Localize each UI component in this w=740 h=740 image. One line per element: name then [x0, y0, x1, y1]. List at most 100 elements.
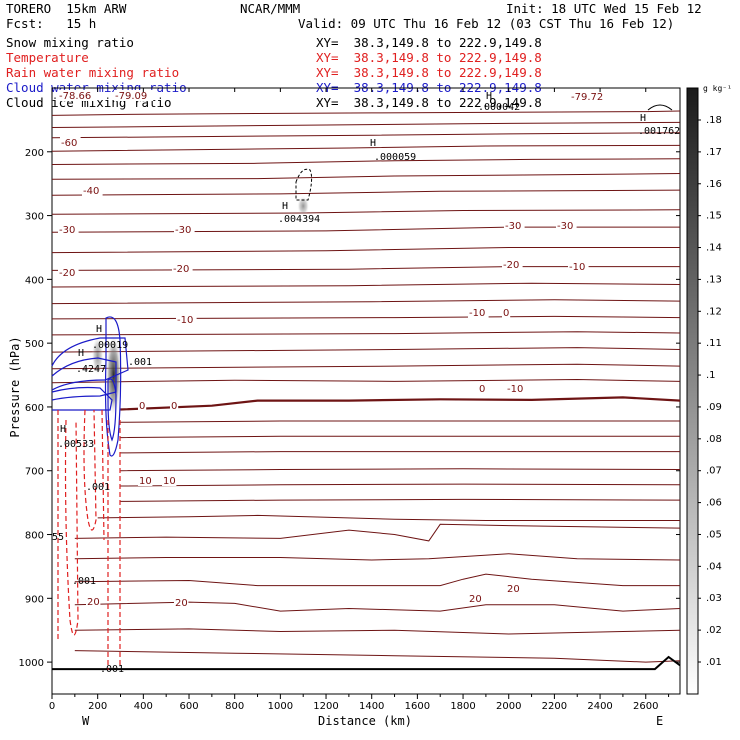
temperature-contour-line — [51, 144, 681, 152]
temperature-contour-line — [120, 483, 681, 487]
temperature-contour-label: 20 — [175, 598, 188, 609]
high-marker: H — [96, 324, 102, 335]
plot-frame — [51, 87, 681, 695]
temperature-contour-label: -10 — [507, 384, 523, 395]
y-tick-label: 300 — [25, 212, 44, 223]
x-end-right-label: E — [656, 714, 664, 728]
temperature-contour-line — [120, 498, 681, 502]
contour-label-bg — [60, 137, 81, 148]
high-value: .001762 — [638, 126, 680, 137]
high-marker: H — [640, 113, 646, 124]
temperature-contour-line — [120, 396, 681, 411]
temperature-contour-line — [74, 573, 680, 587]
colorbar-tick-label: .08 — [706, 434, 722, 445]
temperature-contour-line — [120, 468, 681, 472]
contour-value-label: .001 — [72, 576, 96, 587]
high-value: .004394 — [278, 214, 320, 225]
contour-label-bg — [82, 185, 103, 196]
temperature-contour-label: -10 — [177, 315, 193, 326]
colorbar-unit-label: g kg⁻¹ — [703, 84, 732, 93]
colorbar-tick-label: .04 — [706, 561, 722, 572]
temperature-contour-line — [51, 247, 680, 254]
temperature-contours — [51, 104, 681, 671]
temperature-contour-label: -10 — [469, 308, 485, 319]
x-tick-label: 2400 — [587, 701, 612, 712]
temperature-contour-label: -79.72 — [571, 92, 603, 103]
snow-shading — [105, 333, 122, 418]
contour-label-bg — [568, 261, 589, 272]
temperature-contour-line — [51, 331, 681, 336]
temperature-contour-line — [51, 378, 681, 384]
rain-contours — [57, 409, 121, 670]
high-marker: H — [486, 91, 492, 102]
temperature-contour-line — [51, 299, 681, 305]
temperature-contour-label: 10 — [139, 476, 152, 487]
axes: 0 200 400 600 800 1000 1200 1400 1600 1800 2000 220… — [19, 88, 680, 712]
contour-label-bg — [58, 267, 79, 278]
x-tick-label: 800 — [225, 701, 244, 712]
colorbar-tick-label: .09 — [706, 402, 722, 413]
temperature-contour-line — [74, 628, 681, 635]
colorbar-tick-label: .14 — [706, 243, 722, 254]
contour-labels: -60 -40 -30 -30 -30 -30 -20 -20 -20 -10 -10 -10 0 0 0 0… — [52, 90, 680, 675]
temperature-contour-line — [74, 523, 681, 542]
contour-label-bg — [174, 597, 189, 608]
x-tick-label: 0 — [49, 701, 55, 712]
contour-label-bg — [174, 224, 195, 235]
contour-label-bg — [86, 596, 101, 607]
colorbar-tick-label: .13 — [706, 274, 722, 285]
colorbar: .18 .17 .16 .15 .14 .13 .12 .11 .1 .09 .08 .07 .06 .0… — [686, 87, 722, 695]
contour-label-bg — [506, 383, 527, 394]
temperature-contour-label: -30 — [175, 225, 191, 236]
temperature-contour-label: 0 — [479, 384, 485, 395]
colorbar-tick-label: .17 — [706, 147, 722, 158]
terrain-line — [52, 655, 681, 671]
colorbar-tick-label: .15 — [706, 211, 722, 222]
contour-label-bg — [114, 90, 154, 101]
x-tick-label: 400 — [134, 701, 153, 712]
contour-label-bg — [172, 263, 193, 274]
field-temperature-xy: XY= 38.3,149.8 to 222.9,149.8 — [316, 50, 542, 65]
temperature-contour-line — [51, 209, 681, 215]
temperature-contour-line — [51, 189, 681, 196]
contour-label-bg — [502, 259, 523, 270]
colorbar-tick-label: .05 — [706, 529, 722, 540]
contour-label-bg — [58, 224, 79, 235]
temperature-contour-label: -79.09 — [115, 91, 147, 102]
x-tick-label: 1000 — [268, 701, 293, 712]
field-cloud-ice-xy: XY= 38.3,149.8 to 222.9,149.8 — [316, 95, 542, 110]
x-tick-label: 1600 — [405, 701, 430, 712]
colorbar-tick-label: .07 — [706, 466, 722, 477]
temperature-contour-line — [51, 158, 681, 165]
contour-label-bg — [556, 220, 577, 231]
contour-label-bg — [502, 307, 511, 318]
cloud-water-contour-line — [51, 386, 113, 411]
high-marker: H — [60, 424, 66, 435]
temperature-contour-label: -60 — [61, 138, 77, 149]
x-tick-label: 600 — [179, 701, 198, 712]
contour-label-bg — [58, 90, 98, 101]
temperature-contour-line — [120, 420, 680, 423]
high-value: .00019 — [92, 340, 128, 351]
colorbar-tick-label: .12 — [706, 306, 722, 317]
temperature-contour-label: 20 — [507, 584, 520, 595]
temperature-contour-line — [51, 173, 681, 180]
snow-shading — [91, 335, 104, 376]
temperature-contour-label: -30 — [505, 221, 521, 232]
org-label: NCAR/MMM — [240, 1, 301, 16]
temperature-contour-label: 20 — [469, 594, 482, 605]
temperature-contour-label: -40 — [83, 186, 99, 197]
x-end-left-label: W — [82, 714, 90, 728]
contour-label-bg — [176, 314, 197, 325]
contour-label-bg — [468, 592, 482, 603]
colorbar-tick-label: .1 — [706, 370, 716, 381]
temperature-contour-line — [51, 315, 681, 320]
temperature-contour-line — [120, 451, 680, 454]
temperature-contour-label: -20 — [503, 260, 519, 271]
y-tick-label: 700 — [25, 467, 44, 478]
forecast-hour: Fcst: 15 h — [6, 16, 97, 31]
temperature-contour-label: 0 — [139, 401, 145, 412]
temperature-contour-line — [74, 553, 681, 561]
field-temperature-label: Temperature — [6, 50, 89, 65]
temperature-contour-label: -20 — [59, 268, 75, 279]
